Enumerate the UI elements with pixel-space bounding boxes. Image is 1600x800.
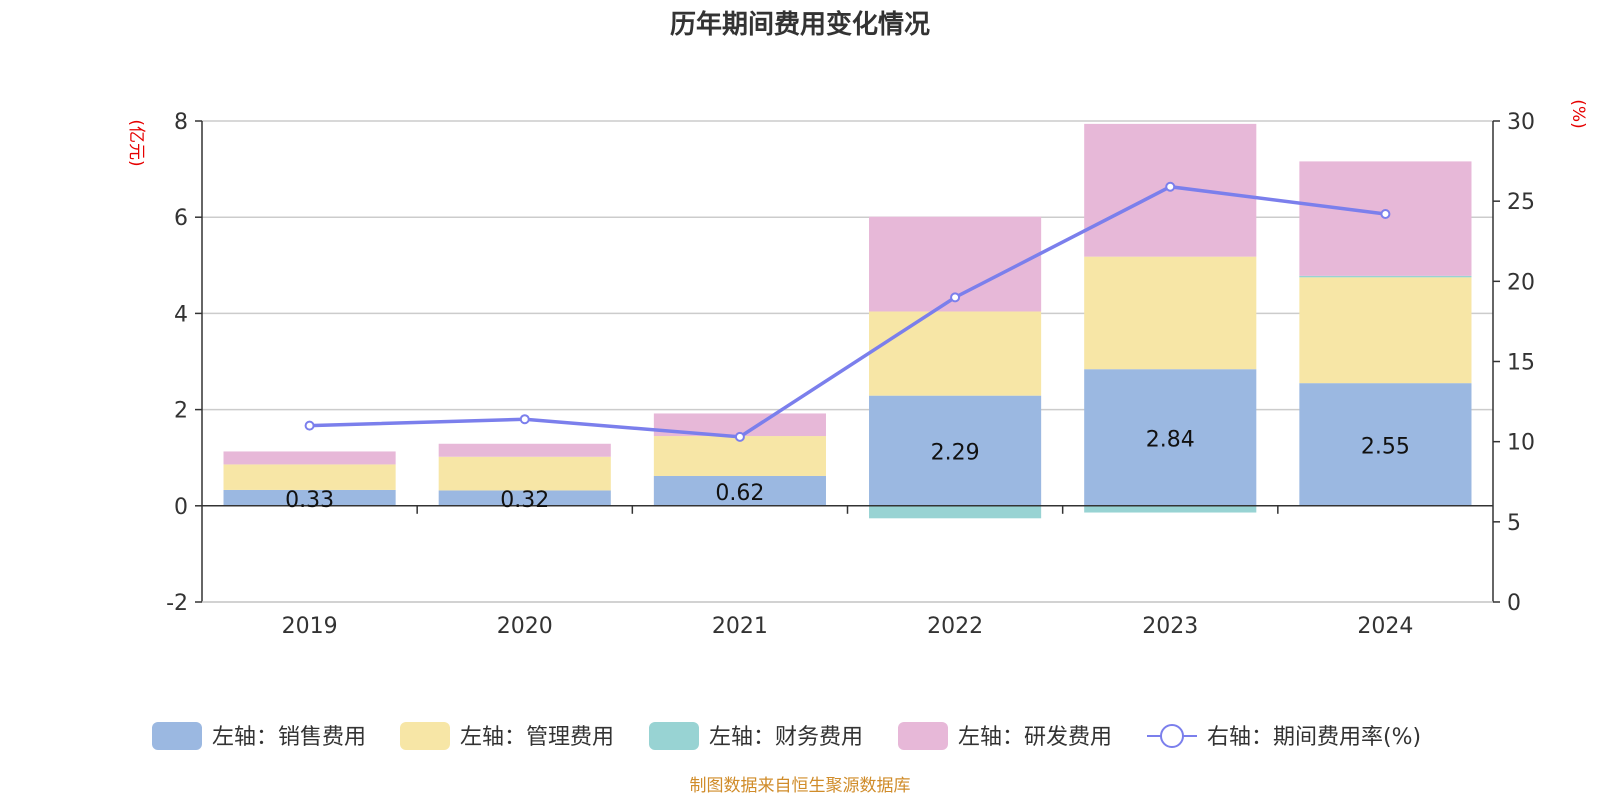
legend-label: 右轴：期间费用率(%): [1207, 725, 1421, 750]
right-axis-tick-label: 20: [1507, 270, 1535, 295]
bar-segment[interactable]: [223, 451, 396, 465]
left-axis-tick-label: 0: [174, 495, 188, 520]
rate-line-path: [309, 184, 1386, 439]
right-axis-unit-label: (%): [1568, 99, 1588, 128]
category-label: 2023: [1142, 614, 1198, 639]
left-axis-tick-label: 2: [174, 399, 188, 424]
bar-segment[interactable]: [1084, 505, 1257, 513]
bar-segment[interactable]: [1299, 275, 1472, 278]
bar-segment[interactable]: [869, 395, 1042, 506]
category-label: 2022: [927, 614, 983, 639]
category-label: 2020: [497, 614, 553, 639]
left-axis-unit-label: (亿元): [126, 119, 146, 166]
legend-swatch: [898, 722, 948, 750]
legend-label: 左轴：财务费用: [709, 725, 863, 750]
right-axis-tick-label: 10: [1507, 431, 1535, 456]
left-axis-tick-label: -2: [166, 591, 188, 616]
left-axis-tick-label: 8: [174, 110, 188, 135]
bar-segment[interactable]: [653, 475, 826, 506]
category-label: 2019: [282, 614, 338, 639]
right-axis-tick-label: 0: [1507, 591, 1521, 616]
category-label: 2024: [1357, 614, 1413, 639]
rate-point[interactable]: [1165, 181, 1176, 192]
legend-item[interactable]: 左轴：研发费用: [898, 722, 1112, 750]
legend-item[interactable]: 左轴：财务费用: [649, 722, 863, 750]
bars: [223, 123, 1472, 519]
bar-segment[interactable]: [438, 456, 611, 491]
bar-segment[interactable]: [223, 489, 396, 506]
bar-data-label: 0.33: [285, 488, 334, 513]
legend-item[interactable]: 左轴：管理费用: [400, 722, 614, 750]
bar-data-label: 0.62: [715, 481, 764, 506]
legend-item[interactable]: 左轴：销售费用: [152, 722, 366, 750]
chart-title: 历年期间费用变化情况: [670, 9, 930, 40]
legend[interactable]: 左轴：销售费用 左轴：管理费用 左轴：财务费用 左轴：研发费用 右轴：期间费用率(%): [152, 722, 1421, 750]
bar-segment[interactable]: [1299, 277, 1472, 384]
bar-segment[interactable]: [1299, 383, 1472, 506]
bar-data-label: 2.55: [1361, 434, 1410, 459]
bar-data-label: 2.84: [1146, 427, 1195, 452]
bar-segment[interactable]: [438, 443, 611, 457]
rate-point[interactable]: [734, 431, 745, 442]
right-axis-tick-label: 25: [1507, 190, 1535, 215]
left-axis-tick-label: 6: [174, 206, 188, 231]
left-axis-tick-label: 4: [174, 302, 188, 327]
bar-segment[interactable]: [653, 413, 826, 437]
right-axis-tick-label: 30: [1507, 110, 1535, 135]
legend-item[interactable]: 右轴：期间费用率(%): [1147, 724, 1421, 750]
legend-label: 左轴：管理费用: [460, 725, 614, 750]
bar-segment[interactable]: [223, 464, 396, 490]
bar-segment[interactable]: [869, 505, 1042, 519]
legend-label: 左轴：研发费用: [958, 725, 1112, 750]
bar-data-label: 0.32: [500, 488, 549, 513]
bar-data-label: 2.29: [931, 441, 980, 466]
bar-labels: 0.33 0.32 0.62 2.29 2.84 2.55: [285, 427, 1410, 513]
bar-segment[interactable]: [1084, 256, 1257, 370]
rate-point[interactable]: [304, 420, 315, 431]
bar-segment[interactable]: [869, 311, 1042, 396]
legend-label: 左轴：销售费用: [212, 725, 366, 750]
rate-point[interactable]: [1380, 208, 1391, 219]
rate-point[interactable]: [519, 414, 530, 425]
bar-segment[interactable]: [1084, 369, 1257, 506]
legend-swatch: [152, 722, 202, 750]
right-axis-tick-label: 5: [1507, 511, 1521, 536]
legend-marker: [1160, 724, 1184, 748]
bar-segment[interactable]: [438, 490, 611, 506]
rate-line: [304, 181, 1391, 442]
legend-swatch: [649, 722, 699, 750]
bar-segment[interactable]: [653, 436, 826, 476]
legend-swatch: [400, 722, 450, 750]
category-label: 2021: [712, 614, 768, 639]
rate-point[interactable]: [950, 292, 961, 303]
right-axis-tick-label: 15: [1507, 351, 1535, 376]
source-note: 制图数据来自恒生聚源数据库: [690, 776, 911, 796]
